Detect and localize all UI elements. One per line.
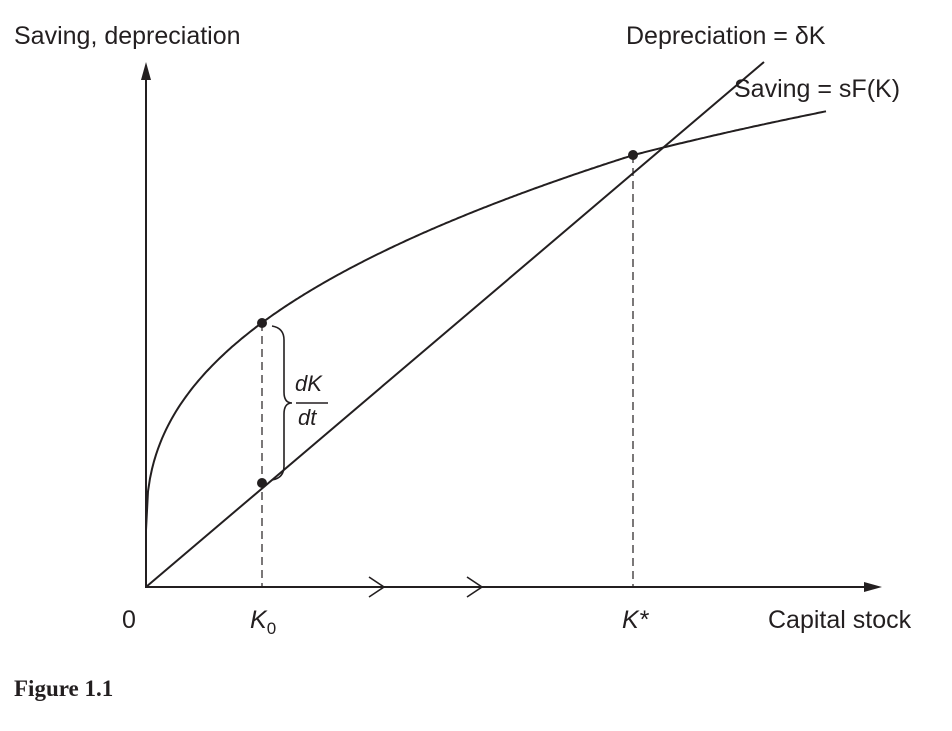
- gap-numerator: dK: [295, 371, 322, 396]
- x-axis-label: Capital stock: [768, 606, 912, 634]
- depreciation-label: Depreciation = δK: [626, 22, 826, 50]
- kstar-label: K*: [622, 606, 649, 634]
- motion-arrow-1: [368, 576, 386, 598]
- saving-label: Saving = sF(K): [734, 75, 901, 103]
- y-axis-label: Saving, depreciation: [14, 22, 241, 50]
- saving-point-k0: [257, 318, 267, 328]
- depreciation-line: [145, 61, 765, 588]
- steady-state-point: [628, 150, 638, 160]
- y-axis-arrow: [141, 62, 151, 80]
- gap-denominator: dt: [298, 405, 317, 430]
- k0-label-main: K: [250, 606, 267, 634]
- k0-subscript: 0: [266, 619, 277, 638]
- figure-caption: Figure 1.1: [14, 676, 114, 701]
- motion-arrow-2: [466, 576, 484, 598]
- k0-label: K0: [250, 606, 276, 639]
- origin-label: 0: [122, 606, 136, 634]
- x-axis-arrow: [864, 582, 882, 592]
- depreciation-point-k0: [257, 478, 267, 488]
- saving-curve: [145, 110, 827, 531]
- gap-brace: [271, 325, 293, 481]
